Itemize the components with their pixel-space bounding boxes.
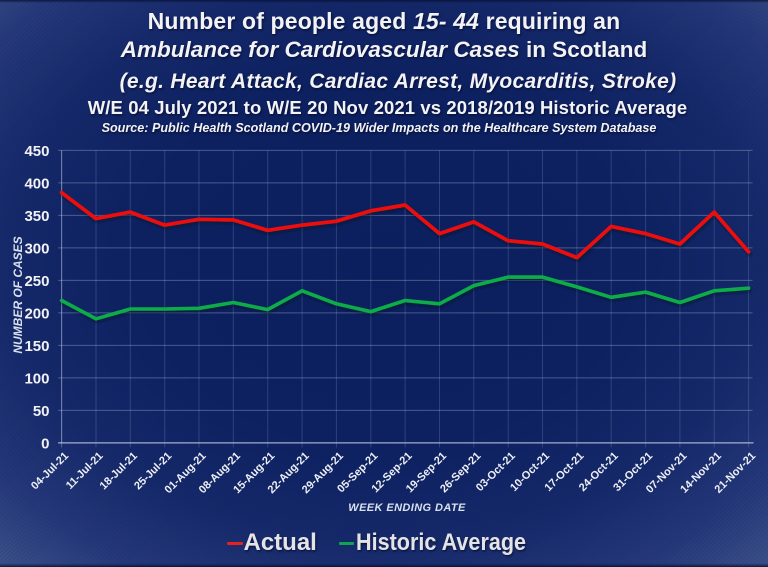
svg-text:350: 350 — [24, 208, 49, 225]
svg-text:150: 150 — [24, 338, 49, 355]
svg-text:0: 0 — [41, 435, 49, 452]
svg-text:100: 100 — [24, 370, 49, 387]
svg-text:400: 400 — [24, 175, 49, 192]
svg-text:200: 200 — [24, 305, 49, 322]
svg-text:04-Jul-21: 04-Jul-21 — [29, 450, 71, 492]
svg-text:250: 250 — [24, 273, 49, 290]
svg-text:450: 450 — [24, 143, 49, 160]
svg-text:300: 300 — [24, 240, 49, 257]
svg-text:50: 50 — [33, 403, 50, 420]
